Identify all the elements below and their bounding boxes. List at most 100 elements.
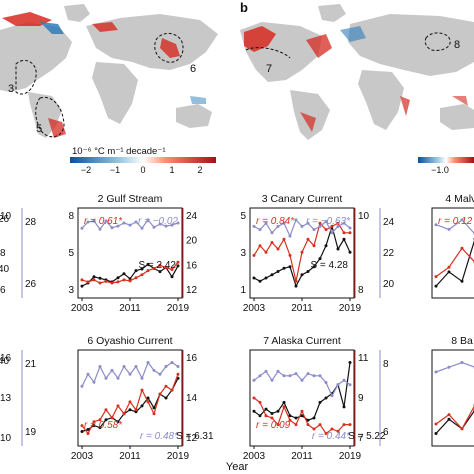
chart-frame bbox=[431, 207, 474, 299]
map-a-region-outline bbox=[15, 60, 37, 95]
map-a-warming-patch bbox=[160, 38, 180, 58]
series-point bbox=[288, 234, 292, 238]
series-point bbox=[276, 409, 280, 413]
map-a-warming-patch bbox=[92, 22, 118, 32]
map-a-australia bbox=[176, 104, 212, 128]
series-line bbox=[253, 370, 351, 398]
series-point bbox=[342, 221, 346, 225]
series-point bbox=[258, 244, 262, 248]
map-a-africa bbox=[92, 62, 138, 124]
series-point bbox=[288, 265, 292, 269]
series-point bbox=[152, 406, 156, 410]
series-point bbox=[140, 226, 144, 230]
series-point bbox=[348, 423, 352, 427]
stat-r-red: r = 0.09 bbox=[256, 420, 291, 431]
series-point bbox=[318, 221, 322, 225]
colorbar-a-tick: 2 bbox=[197, 165, 202, 175]
map-b: b 7 8 bbox=[240, 0, 474, 140]
series-point bbox=[434, 284, 438, 288]
series-point bbox=[324, 220, 328, 223]
series-point bbox=[104, 376, 108, 380]
colorbar-b-tick: −1.0 bbox=[431, 165, 449, 175]
stat-r-purple: r = 0.44* bbox=[312, 431, 351, 442]
stat-r-purple: r = −0.63* bbox=[306, 216, 351, 227]
series-point bbox=[276, 270, 280, 273]
map-a-eurasia bbox=[86, 14, 218, 70]
series-point bbox=[128, 279, 132, 283]
x-tick-label: 2019 bbox=[339, 451, 362, 462]
x-tick-label: 2019 bbox=[339, 303, 362, 314]
stat-s: S = 6.31 bbox=[176, 431, 214, 442]
y-right-tick-label: 10 bbox=[0, 211, 12, 222]
y-right-tick-label: 10 bbox=[0, 433, 12, 444]
series-point bbox=[460, 361, 464, 364]
series-point bbox=[116, 276, 120, 280]
series-point bbox=[80, 278, 84, 282]
stat-r-red: r = 0.12 bbox=[438, 216, 473, 227]
series-point bbox=[264, 414, 268, 418]
chart-panel-5: 16 13 10 21 19 40 bbox=[0, 350, 37, 446]
y-purple-tick-label: 26 bbox=[25, 279, 37, 290]
series-point bbox=[98, 227, 102, 231]
series-point bbox=[330, 224, 334, 228]
annotation-label: 40 bbox=[0, 356, 10, 367]
stat-s: S = 2.42 bbox=[138, 260, 176, 271]
series-point bbox=[300, 414, 304, 418]
series-point bbox=[170, 361, 174, 364]
series-line bbox=[253, 224, 351, 288]
map-b-warming-patch bbox=[300, 112, 316, 132]
series-point bbox=[336, 224, 340, 228]
x-tick-label: 2003 bbox=[243, 303, 266, 314]
series-point bbox=[158, 222, 162, 226]
x-tick-label: 2011 bbox=[291, 303, 313, 314]
series-point bbox=[294, 218, 298, 222]
series-point bbox=[342, 231, 346, 235]
series-point bbox=[98, 365, 102, 368]
series-point bbox=[176, 372, 180, 376]
series-point bbox=[312, 228, 316, 232]
series-point bbox=[140, 376, 144, 380]
series-point bbox=[152, 368, 156, 372]
y-right-tick-label: 9 bbox=[358, 393, 364, 404]
y-right-tick-label: 24 bbox=[186, 211, 198, 222]
series-point bbox=[164, 396, 168, 400]
series-point bbox=[434, 223, 438, 227]
colorbar-a: 10⁻⁶ °C m⁻¹ decade⁻¹ −2 −1 0 1 2 bbox=[70, 146, 216, 175]
series-point bbox=[146, 218, 150, 222]
series-point bbox=[128, 400, 132, 404]
y-purple-tick-label: 28 bbox=[25, 217, 37, 228]
series-point bbox=[264, 276, 268, 280]
series-line bbox=[435, 361, 474, 373]
series-point bbox=[447, 270, 451, 274]
chart-frame bbox=[431, 349, 474, 447]
series-point bbox=[460, 279, 464, 283]
series-point bbox=[104, 279, 108, 283]
x-tick-label: 2019 bbox=[167, 303, 190, 314]
y-purple-tick-label: 20 bbox=[383, 279, 395, 290]
series-point bbox=[434, 422, 438, 426]
x-tick-label: 2011 bbox=[119, 303, 141, 314]
series-point bbox=[164, 266, 168, 269]
series-point bbox=[288, 253, 292, 257]
y-purple-tick-label: 24 bbox=[383, 217, 395, 228]
series-point bbox=[300, 409, 304, 413]
series-point bbox=[98, 281, 102, 285]
series-point bbox=[348, 250, 352, 254]
map-a-warming-patch bbox=[48, 118, 66, 138]
series-point bbox=[258, 374, 262, 378]
series-point bbox=[282, 221, 286, 225]
series-point bbox=[294, 416, 298, 420]
y-right-tick-label: 14 bbox=[186, 393, 198, 404]
series-point bbox=[128, 223, 132, 227]
series-point bbox=[92, 380, 96, 384]
series-point bbox=[276, 423, 280, 427]
series-point bbox=[318, 374, 322, 378]
series-point bbox=[134, 220, 138, 224]
series-point bbox=[92, 278, 96, 282]
y-left-tick-label: 5 bbox=[240, 211, 246, 222]
colorbar-a-label: 10⁻⁶ °C m⁻¹ decade⁻¹ bbox=[72, 146, 166, 157]
x-tick-label: 2019 bbox=[167, 451, 190, 462]
y-right-tick-label: 12 bbox=[186, 285, 198, 296]
series-point bbox=[128, 277, 132, 281]
series-point bbox=[294, 279, 298, 283]
